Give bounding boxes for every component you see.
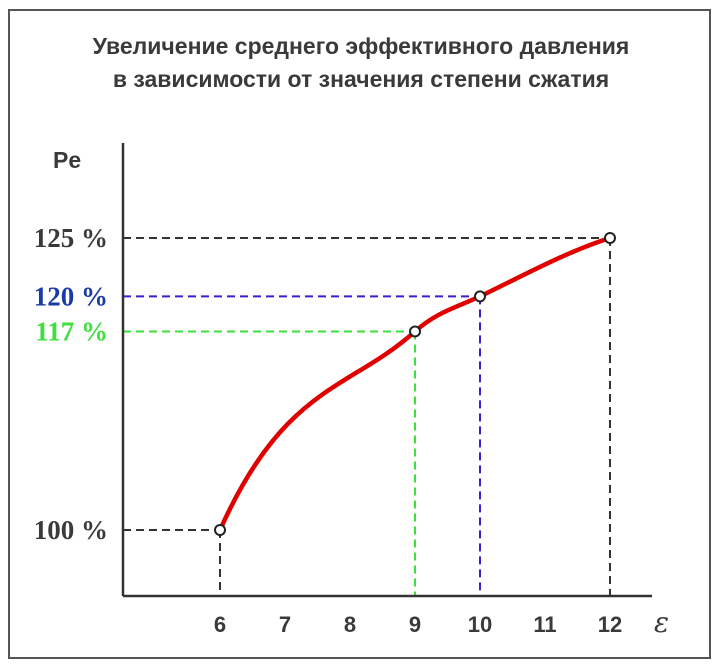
- y-axis-label: Pe: [53, 147, 81, 173]
- chart-title-line-1: Увеличение среднего эффективного давлени…: [92, 33, 630, 59]
- chart-title: Увеличение среднего эффективного давлени…: [0, 30, 722, 96]
- data-point: [604, 232, 616, 244]
- x-tick-label: 6: [214, 612, 226, 637]
- axes: Pe ε: [53, 143, 669, 639]
- data-point: [409, 325, 421, 338]
- data-point: [474, 290, 486, 303]
- data-point: [214, 524, 226, 536]
- y-value-label: 125 %: [34, 223, 108, 253]
- x-tick-label: 8: [344, 612, 356, 637]
- x-tick-label: 9: [409, 612, 421, 637]
- x-tick-label: 10: [468, 612, 492, 637]
- x-tick-label: 12: [598, 612, 622, 637]
- guide-lines: [123, 237, 611, 596]
- x-axis-label: ε: [654, 606, 669, 639]
- chart-title-line-2: в зависимости от значения степени сжатия: [112, 66, 610, 92]
- x-tick-labels: 6 7 8 9 10 11 12: [214, 612, 622, 637]
- data-points: [214, 232, 616, 536]
- x-tick-label: 7: [279, 612, 291, 637]
- y-value-label: 100 %: [34, 515, 108, 545]
- y-value-labels: 100 % 117 % 120 % 125 %: [34, 223, 108, 545]
- series-line: [217, 235, 613, 533]
- chart-frame: [8, 9, 711, 659]
- y-value-label: 120 %: [34, 281, 108, 311]
- x-tick-label: 11: [533, 612, 556, 637]
- y-value-label: 117 %: [35, 316, 108, 346]
